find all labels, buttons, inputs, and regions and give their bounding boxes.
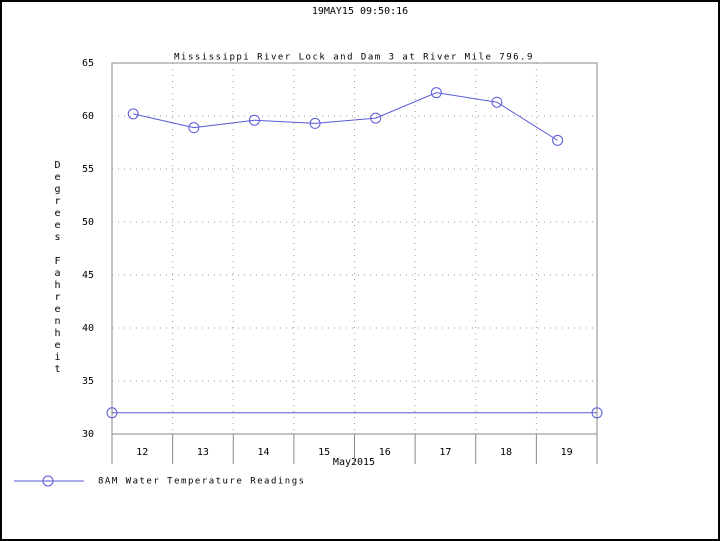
x-tick-label: 17	[439, 447, 451, 458]
x-tick-label: 14	[258, 447, 270, 458]
x-tick-label: 19	[561, 447, 573, 458]
x-tick-label: 13	[197, 447, 209, 458]
legend-marker	[42, 475, 54, 487]
point	[309, 117, 321, 129]
x-tick-label: 12	[136, 447, 148, 458]
reference-marker	[106, 407, 118, 419]
reference-marker	[591, 407, 603, 419]
y-tick-label: 50	[82, 217, 94, 228]
point	[552, 134, 564, 146]
point	[430, 87, 442, 99]
y-axis-label: Degrees Fahrenheit	[52, 160, 63, 376]
x-tick-label: 15	[318, 447, 330, 458]
y-tick-label: 60	[82, 111, 94, 122]
point	[188, 122, 200, 134]
y-tick-label: 30	[82, 429, 94, 440]
plot-area	[111, 62, 598, 435]
y-tick-label: 55	[82, 164, 94, 175]
point	[370, 112, 382, 124]
y-tick-label: 40	[82, 323, 94, 334]
chart-title: Mississippi River Lock and Dam 3 at Rive…	[174, 53, 534, 63]
x-tick-label: 18	[500, 447, 512, 458]
point	[491, 96, 503, 108]
y-tick-label: 45	[82, 270, 94, 281]
legend-label: 8AM Water Temperature Readings	[98, 477, 306, 487]
x-tick-label: 16	[379, 447, 391, 458]
series-line	[133, 92, 558, 141]
point	[127, 108, 139, 120]
y-tick-label: 35	[82, 376, 94, 387]
header: 19MAY15 09:50:16	[312, 6, 408, 17]
point	[248, 114, 260, 126]
y-tick-label: 65	[82, 58, 94, 69]
